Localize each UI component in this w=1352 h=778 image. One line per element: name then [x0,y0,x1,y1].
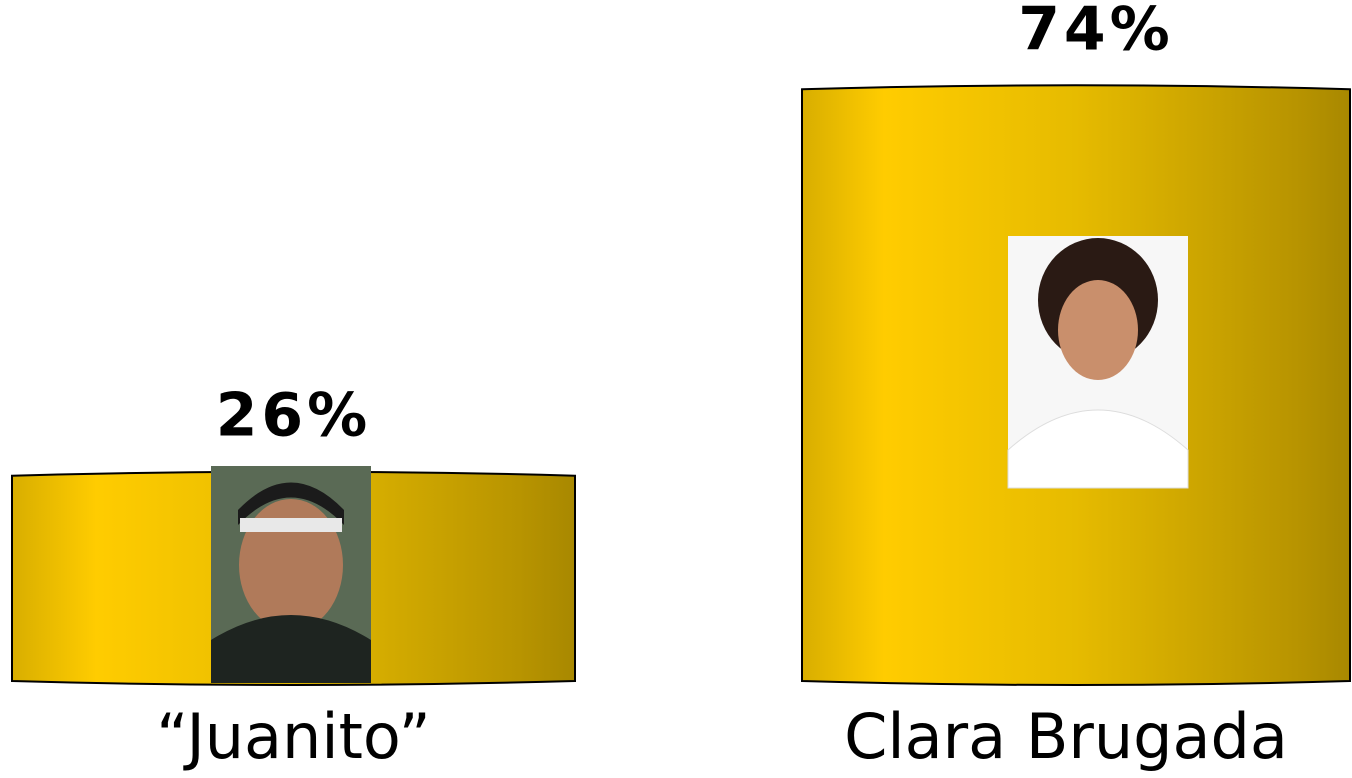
category-label: “Juanito” [156,700,430,773]
photo [1007,236,1189,489]
value-label: 74% [1018,0,1174,64]
photo [211,466,371,683]
value-label: 26% [216,381,372,451]
category-label: Clara Brugada [844,700,1288,773]
